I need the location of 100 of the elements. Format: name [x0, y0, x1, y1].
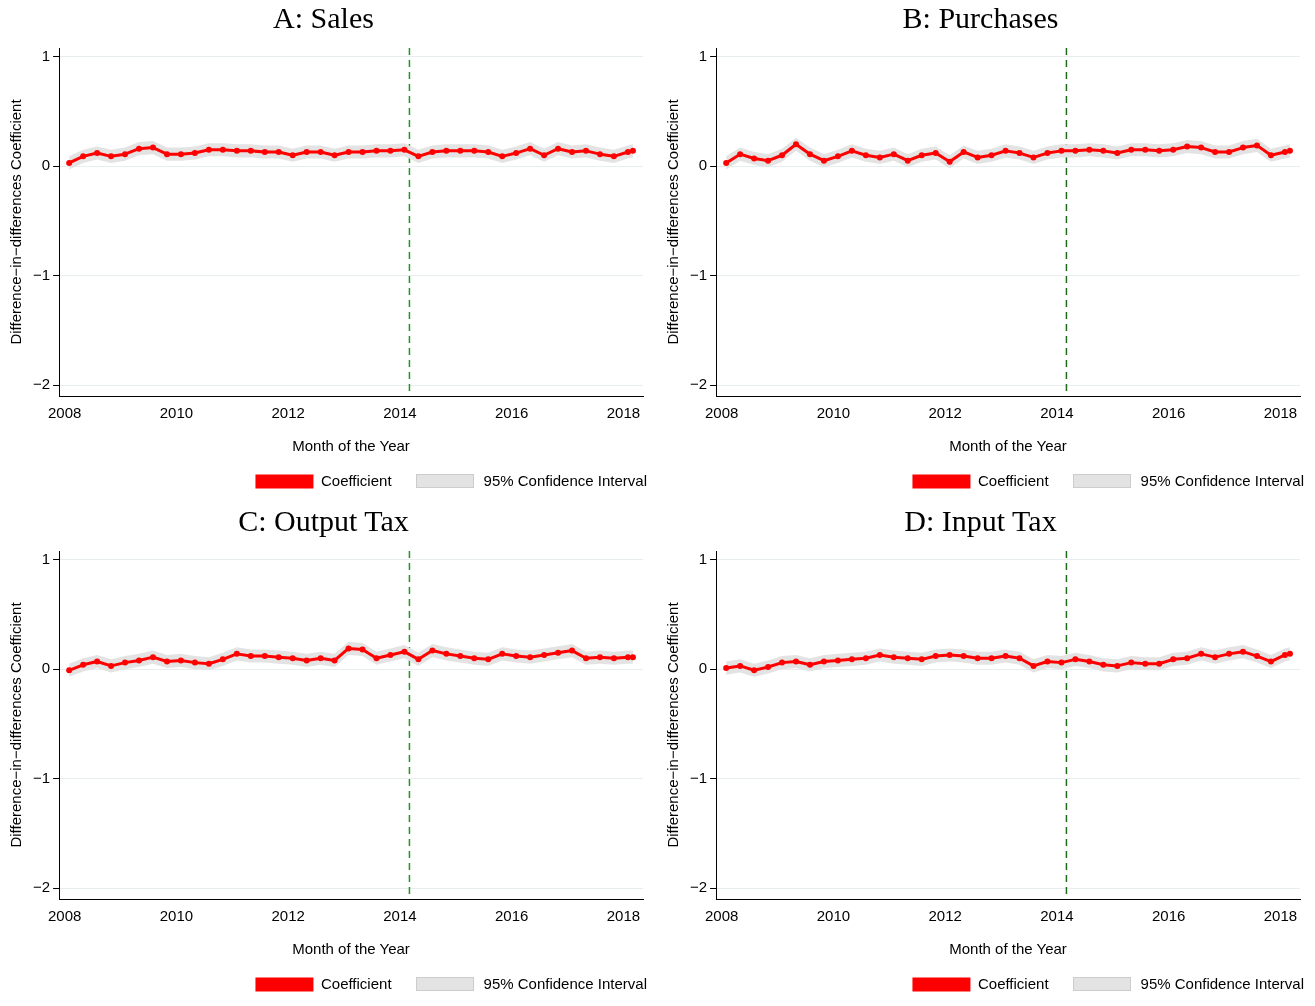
point	[191, 659, 198, 666]
point	[1198, 144, 1205, 151]
x-tick-label: 2010	[159, 907, 194, 925]
point	[136, 657, 142, 664]
point	[1170, 656, 1177, 663]
point	[1156, 147, 1163, 154]
point	[1184, 143, 1191, 150]
point	[569, 647, 576, 654]
point	[834, 657, 841, 664]
point	[862, 152, 869, 159]
legend-label: Coefficient	[320, 974, 393, 992]
point	[527, 654, 534, 661]
point	[1253, 142, 1260, 149]
y-tick-label: −2	[689, 375, 708, 393]
point	[233, 650, 240, 657]
point	[610, 655, 617, 662]
point	[918, 152, 925, 159]
point	[1072, 147, 1079, 154]
x-tick-label: 2014	[1040, 404, 1074, 422]
point	[723, 159, 730, 166]
point	[960, 148, 967, 155]
point	[149, 654, 156, 661]
point	[629, 654, 636, 661]
legend-label: Coefficient	[977, 974, 1050, 992]
point	[205, 660, 212, 667]
point	[1212, 148, 1219, 155]
point	[289, 655, 296, 662]
point	[820, 157, 827, 164]
point	[1156, 660, 1163, 667]
y-tick-label: 0	[698, 156, 708, 174]
point	[1198, 650, 1205, 657]
y-tick-label: −2	[32, 878, 51, 896]
point	[932, 653, 939, 660]
point	[261, 653, 268, 660]
point	[723, 665, 730, 672]
chart-title: D: Input Tax	[904, 503, 1057, 537]
point	[80, 661, 87, 668]
y-axis-title: Difference−in−differences Coefficient	[664, 601, 682, 848]
point	[1184, 655, 1191, 662]
point	[247, 653, 254, 660]
point	[485, 656, 492, 663]
point	[946, 651, 953, 658]
point	[974, 154, 981, 161]
y-tick-label: 0	[698, 659, 708, 677]
point	[1128, 146, 1135, 153]
point	[219, 656, 226, 663]
y-tick-label: −2	[32, 375, 51, 393]
point	[890, 654, 897, 661]
point	[1240, 648, 1247, 655]
point	[1030, 662, 1037, 669]
point	[1072, 656, 1079, 663]
point	[946, 158, 953, 165]
point	[988, 655, 995, 662]
x-tick-label: 2008	[48, 404, 82, 422]
legend-label: Coefficient	[977, 471, 1050, 489]
x-tick-label: 2014	[383, 404, 417, 422]
point	[834, 153, 841, 160]
point	[387, 651, 394, 658]
y-tick-label: −1	[689, 768, 708, 786]
x-tick-label: 2012	[928, 404, 962, 422]
x-axis-title: Month of the Year	[292, 940, 410, 958]
point	[988, 152, 995, 159]
point	[1016, 150, 1023, 157]
point	[793, 141, 799, 148]
point	[596, 654, 603, 661]
point	[401, 648, 408, 655]
point	[513, 653, 520, 660]
x-tick-label: 2018	[606, 907, 641, 925]
point	[974, 655, 981, 662]
point	[1086, 146, 1093, 153]
point	[1030, 154, 1037, 161]
point	[1226, 148, 1233, 155]
point	[1267, 152, 1274, 159]
point	[1286, 650, 1293, 657]
x-tick-label: 2016	[495, 404, 529, 422]
x-tick-label: 2014	[1040, 907, 1074, 925]
point	[904, 655, 911, 662]
point	[1002, 653, 1009, 660]
point	[1100, 147, 1107, 154]
point	[1281, 651, 1288, 658]
x-tick-label: 2008	[705, 907, 739, 925]
point	[541, 651, 548, 658]
point	[820, 658, 827, 665]
point	[457, 653, 464, 660]
y-tick-label: 0	[41, 659, 51, 677]
point	[471, 655, 478, 662]
point	[108, 662, 115, 669]
point	[751, 155, 758, 162]
point	[1267, 658, 1274, 665]
text: 95% Confidence Interval	[1140, 975, 1304, 992]
point	[1058, 147, 1065, 154]
y-tick-label: 0	[41, 156, 51, 174]
y-tick-label: −1	[32, 768, 51, 786]
chart-title: B: Purchases	[902, 0, 1059, 34]
point	[499, 650, 506, 657]
point	[1128, 659, 1135, 666]
point	[1240, 144, 1247, 151]
point	[932, 150, 939, 157]
point	[765, 664, 772, 670]
x-tick-label: 2016	[1152, 404, 1186, 422]
